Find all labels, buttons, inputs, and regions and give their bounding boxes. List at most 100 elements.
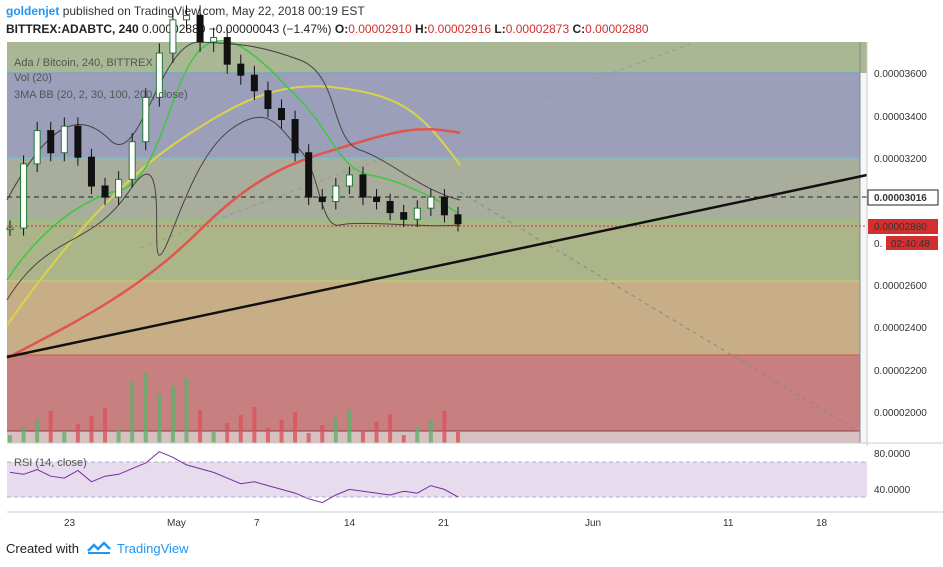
candle-body: [413, 207, 421, 220]
open-key: O:: [334, 22, 349, 36]
candle-body: [318, 196, 326, 203]
time-tick: 14: [344, 518, 356, 529]
volume-bar: [293, 412, 298, 443]
candle-body: [264, 90, 272, 109]
volume-bar: [48, 411, 53, 443]
volume-bar: [157, 394, 162, 443]
current-price-label: 0.00002880: [874, 222, 927, 233]
candle-body: [440, 196, 448, 216]
price-tick: 0.00002400: [874, 323, 927, 334]
partial-price-label: 0.: [874, 239, 882, 250]
candles: [6, 5, 462, 236]
candle-body: [305, 152, 313, 198]
time-tick: 21: [438, 518, 450, 529]
candle-body: [373, 196, 381, 203]
candle-body: [427, 196, 435, 209]
volume-bar: [225, 423, 230, 443]
volume-bar: [265, 428, 270, 443]
volume-bar: [252, 407, 257, 443]
author-link[interactable]: goldenjet: [6, 4, 60, 18]
rsi-axis: [867, 446, 943, 512]
price-axis-ticks: 0.00003600 0.00003400 0.00003200 0.00002…: [874, 69, 927, 419]
volume-bar: [21, 427, 26, 443]
candle-body: [345, 174, 353, 187]
legend-bb: 3MA BB (20, 2, 30, 100, 200, close): [14, 89, 188, 101]
volume-bar: [130, 381, 135, 443]
candle-body: [155, 52, 163, 98]
time-axis[interactable]: 23 May 7 14 21 Jun 11 18: [64, 518, 828, 529]
price-tick: 0.00002200: [874, 366, 927, 377]
zone-bottom: [7, 431, 860, 443]
candle-body: [142, 96, 150, 143]
publish-info: goldenjet published on TradingView.com, …: [6, 4, 365, 18]
candle-body: [278, 107, 286, 121]
rsi-tick: 40.0000: [874, 485, 911, 496]
volume-bar: [62, 432, 67, 443]
candle-body: [6, 227, 14, 231]
volume-bar: [211, 431, 216, 443]
trendline[interactable]: [6, 173, 868, 359]
volume-bar: [170, 386, 175, 443]
tradingview-link[interactable]: TradingView: [116, 541, 189, 556]
candle-body: [237, 63, 245, 76]
candle-body: [60, 125, 68, 154]
close-key: C:: [572, 22, 586, 36]
rsi-tick: 80.0000: [874, 449, 911, 460]
bb-lower-band: [6, 116, 461, 301]
volume-bar: [198, 410, 203, 443]
candle-body: [128, 141, 136, 180]
volume-bar: [279, 420, 284, 443]
candle-body: [196, 14, 204, 43]
open-value: 0.00002910: [348, 22, 412, 36]
last-price-label: 0.00003016: [874, 193, 927, 204]
candle-body: [20, 163, 28, 229]
volume-bar: [401, 435, 406, 443]
candle-body: [210, 37, 218, 43]
time-tick: Jun: [585, 518, 601, 529]
created-with-text: Created with: [6, 541, 79, 556]
close-value: 0.00002880: [585, 22, 649, 36]
time-tick: 18: [816, 518, 828, 529]
volume-bar: [75, 424, 80, 443]
volume-bar: [456, 432, 460, 443]
candle-body: [33, 130, 41, 165]
price-tick: 0.00002000: [874, 408, 927, 419]
symbol-label: BITTREX:ADABTC, 240: [6, 22, 139, 36]
countdown-badge: [886, 236, 938, 250]
low-key: L:: [494, 22, 506, 36]
zone-red: [7, 355, 860, 431]
tradingview-logo-icon: [87, 541, 111, 554]
volume-bar: [320, 425, 325, 443]
candle-body: [169, 19, 177, 54]
footer: Created with TradingView: [6, 541, 189, 556]
volume-bar: [238, 415, 243, 443]
ma-100-line: [6, 85, 461, 326]
legend-title: Ada / Bitcoin, 240, BITTREX: [14, 57, 153, 69]
candle-body: [359, 174, 367, 198]
time-tick: May: [167, 518, 186, 529]
rsi-line: [9, 451, 459, 504]
volume-bar: [116, 429, 121, 443]
volume-bar: [35, 419, 40, 443]
price-tick: 0.00003600: [874, 69, 927, 80]
volume-bar: [143, 373, 148, 443]
volume-bar: [374, 422, 379, 443]
rsi-band: [7, 462, 867, 497]
volume-bar: [8, 435, 12, 443]
time-tick: 11: [723, 518, 734, 529]
zone-olive: [7, 220, 860, 281]
last-price-badge: [867, 189, 939, 206]
volume-bar: [306, 433, 311, 443]
candle-body: [101, 185, 109, 198]
candle-body: [182, 14, 190, 21]
volume-bar: [415, 427, 420, 443]
volume-bar: [442, 411, 447, 443]
volume-bar: [388, 414, 393, 443]
volume-bar: [347, 409, 352, 443]
candle-body: [332, 185, 340, 203]
candle-body: [386, 201, 394, 214]
ma-200-line: [6, 128, 461, 360]
candle-body: [115, 178, 123, 198]
volume-bar: [184, 378, 189, 443]
